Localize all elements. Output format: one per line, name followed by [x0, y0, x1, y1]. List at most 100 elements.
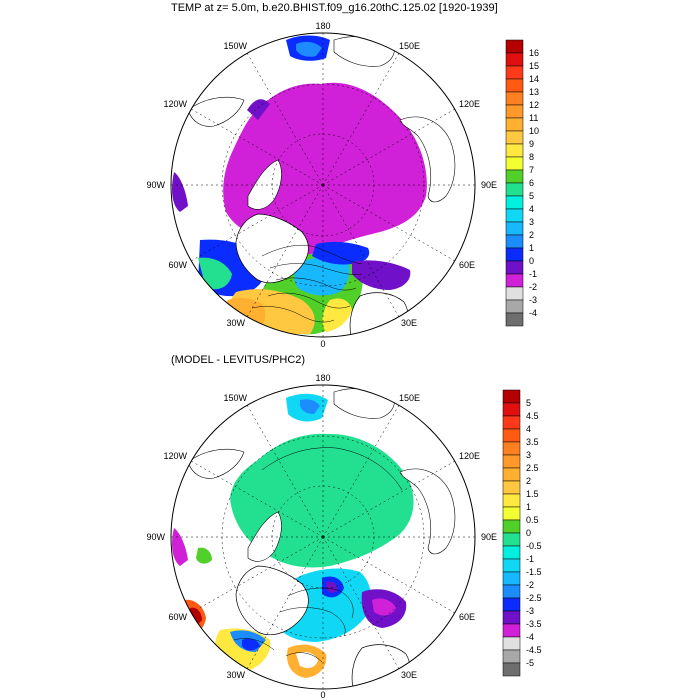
colorbar-difference-label: 5 [526, 398, 531, 408]
colorbar-temperature-label: 7 [529, 165, 534, 175]
colorbar-temperature-swatch [505, 208, 524, 223]
colorbar-difference-swatch [502, 610, 521, 625]
colorbar-temperature-label: 15 [529, 61, 539, 71]
map-panel-difference: 180 150E 120E 90E 60E 30E 0 30W 60W 90W … [146, 373, 497, 700]
colorbar-difference-swatch [502, 415, 521, 430]
greenland-sea-blue [294, 257, 350, 296]
colorbar-difference-label: -1 [526, 554, 534, 564]
colorbar-difference-swatch [502, 389, 521, 404]
colorbar-difference-label: 4.5 [526, 411, 539, 421]
lon-label-60e: 60E [459, 260, 475, 270]
lon-label-120e: 120E [459, 99, 480, 109]
canadian-archipelago-land-b [247, 511, 282, 562]
colorbar-temperature-swatch [505, 143, 524, 158]
lon-label-150e-b: 150E [399, 393, 420, 403]
colorbar-difference-swatch [502, 597, 521, 612]
lon-label-120w: 120W [163, 99, 187, 109]
colorbar-temperature-swatch [505, 117, 524, 132]
lon-label-60w: 60W [168, 260, 187, 270]
colorbar-temperature-label: 5 [529, 191, 534, 201]
colorbar-temperature-swatch [505, 312, 524, 327]
colorbar-temperature-label: 3 [529, 217, 534, 227]
colorbar-difference-label: 1.5 [526, 489, 539, 499]
colorbar-difference-label: -0.5 [526, 541, 542, 551]
temperature-field [171, 33, 475, 337]
colorbar-difference-label: 4 [526, 424, 531, 434]
colorbar-temperature-swatch [505, 221, 524, 236]
kara-sea-region [352, 260, 411, 290]
lon-label-30e-b: 30E [401, 670, 417, 680]
barents-strong-anomaly [372, 598, 396, 616]
colorbar-difference-label: 1 [526, 502, 531, 512]
colorbar-temperature-swatch [505, 299, 524, 314]
colorbar-difference-swatch [502, 662, 521, 677]
colorbar-temperature-swatch [505, 195, 524, 210]
colorbar-temperature-label: -4 [529, 308, 537, 318]
lon-label-150w-b: 150W [223, 393, 247, 403]
colorbar-temperature-swatch [505, 273, 524, 288]
colorbar-difference-swatch [502, 441, 521, 456]
colorbar-difference-label: -2.5 [526, 593, 542, 603]
lon-label-90w-b: 90W [146, 532, 165, 542]
colorbar-temperature-swatch [505, 156, 524, 171]
colorbar-difference: 5 4.5 4 3.5 3 2.5 2 1.5 1 0.5 0 -0.5 -1 -1.5 -2 -2.5 -3 -… [502, 389, 542, 677]
map-border [170, 32, 476, 338]
colorbar-temperature-label: 2 [529, 230, 534, 240]
colorbar-temperature-label: 10 [529, 126, 539, 136]
colorbar-difference-swatch [502, 584, 521, 599]
canadian-archipelago-land [247, 159, 282, 210]
lon-label-30e: 30E [401, 318, 417, 328]
lon-label-90e: 90E [481, 180, 497, 190]
bering-warm-core [296, 41, 322, 57]
lon-label-60e-b: 60E [459, 612, 475, 622]
colorbar-temperature-label: 0 [529, 256, 534, 266]
colorbar-difference-swatch [502, 623, 521, 638]
beaufort-region [247, 99, 270, 120]
colorbar-difference-label: 3.5 [526, 437, 539, 447]
colorbar-temperature-label: 4 [529, 204, 534, 214]
lon-label-180: 180 [315, 21, 330, 31]
colorbar-difference-swatch [502, 636, 521, 651]
colorbar-difference-swatch [502, 467, 521, 482]
atlantic-eddy-core [296, 652, 318, 668]
colorbar-temperature-swatch [505, 234, 524, 249]
lon-label-0-b: 0 [320, 690, 325, 700]
colorbar-difference-swatch [502, 558, 521, 573]
colorbar-difference-label: -2 [526, 580, 534, 590]
colorbar-temperature-swatch [505, 52, 524, 67]
panel-title-difference: (MODEL - LEVITUS/PHC2) [171, 354, 306, 366]
colorbar-difference-swatch [502, 428, 521, 443]
colorbar-temperature-swatch [505, 104, 524, 119]
colorbar-difference-swatch [502, 480, 521, 495]
colorbar-difference-swatch [502, 506, 521, 521]
colorbar-difference-label: 0 [526, 528, 531, 538]
colorbar-difference-label: -1.5 [526, 567, 542, 577]
labrador-sea-warm [198, 257, 232, 290]
colorbar-difference-swatch [502, 493, 521, 508]
colorbar-difference-swatch [502, 571, 521, 586]
lon-label-150e: 150E [399, 41, 420, 51]
siberia-coast-land-b [399, 468, 456, 555]
colorbar-temperature-label: 8 [529, 152, 534, 162]
lon-label-60w-b: 60W [168, 612, 187, 622]
colorbar-difference-label: 2 [526, 476, 531, 486]
colorbar-temperature-label: 12 [529, 100, 539, 110]
lon-label-180-b: 180 [315, 373, 330, 383]
colorbar-temperature-swatch [505, 182, 524, 197]
alaska-land [187, 97, 245, 127]
colorbar-temperature-swatch [505, 169, 524, 184]
colorbar-temperature-label: -2 [529, 282, 537, 292]
scandinavia-land-b [351, 644, 411, 689]
hudson-bay-difference [172, 528, 188, 566]
lon-label-30w-b: 30W [226, 670, 245, 680]
irminger-core [242, 638, 260, 651]
greenland-land-b [235, 565, 309, 636]
colorbar-temperature-swatch [505, 91, 524, 106]
colorbar-difference-label: -5 [526, 658, 534, 668]
siberia-coast-land [399, 116, 456, 203]
colorbar-difference-label: 0.5 [526, 515, 539, 525]
map-border-b [170, 384, 476, 690]
colorbar-temperature-swatch [505, 247, 524, 262]
lon-label-120w-b: 120W [163, 451, 187, 461]
colorbar-difference-label: -3 [526, 606, 534, 616]
